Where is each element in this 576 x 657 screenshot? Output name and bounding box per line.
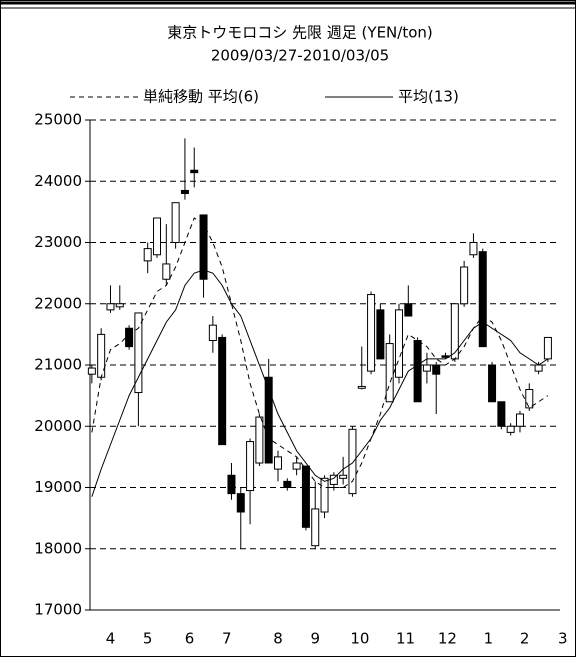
moving-average-line [91,217,549,488]
candle-body [236,493,245,513]
candle-body [376,309,385,360]
candle-body [515,413,524,427]
candle-body [125,327,134,348]
y-tick-label: 21000 [34,356,82,374]
x-tick-label: 2 [520,630,530,648]
candle-body [478,251,487,348]
y-tick-label: 22000 [34,294,82,312]
candle-body [432,364,441,375]
y-tick-label: 24000 [34,172,82,190]
candle-body [525,389,534,409]
legend-label: 平均(13) [398,88,459,106]
y-tick-label: 20000 [34,417,82,435]
candle-body [329,474,338,485]
x-tick-label: 8 [273,630,283,648]
candle-body [190,169,199,174]
candle-body [543,336,552,360]
candle-body [450,303,459,360]
candle-body [97,333,106,378]
candle-body [134,312,143,394]
x-tick-label: 11 [396,630,415,648]
candle-body [422,364,431,372]
candle-body [339,474,348,479]
candle-body [311,508,320,547]
candle-body [208,324,217,341]
chart-subtitle: 2009/03/27-2010/03/05 [211,47,389,65]
moving-average-line [91,269,549,497]
candle-body [171,202,180,243]
candle-body [534,364,543,372]
y-tick-label: 17000 [34,601,82,619]
candle-body [497,401,506,427]
chart-title: 東京トウモロコシ 先限 週足 (YEN/ton) [167,24,433,42]
candle-body [115,303,124,308]
x-tick-label: 7 [222,630,232,648]
candle-body [153,217,162,256]
candle-body [274,456,282,470]
x-tick-label: 9 [310,630,320,648]
candle-body [413,340,422,403]
x-tick-label: 10 [350,630,369,648]
legend-label: 単純移動 平均(6) [143,88,259,106]
candle-body [301,465,310,528]
candle-body [367,294,376,372]
candle-body [283,480,292,488]
candle-body [180,189,189,194]
candle-body [460,266,469,305]
candle-body [506,425,515,433]
y-tick-label: 23000 [34,233,82,251]
y-tick-label: 25000 [34,111,82,129]
candle-body [394,309,403,378]
candle-body [348,428,357,495]
x-tick-label: 3 [558,630,568,648]
candle-body [357,385,366,389]
candle-body [199,214,208,280]
candle-body [218,336,227,446]
candle-body [246,441,255,492]
x-tick-label: 12 [438,630,457,648]
candle-body [264,376,273,464]
candle-body [320,477,329,513]
y-tick-label: 18000 [34,539,82,557]
candle-body [292,462,301,470]
x-tick-label: 4 [106,630,116,648]
candle-body [488,364,497,403]
candle-body [404,303,413,317]
candle-body [227,474,236,495]
candle-body [143,248,152,262]
candle-body [162,263,171,280]
candle-body [87,367,96,375]
candle-body [255,416,264,464]
candle-body [385,343,394,403]
x-tick-label: 5 [143,630,153,648]
x-tick-label: 6 [185,630,195,648]
candle-body [469,242,478,256]
y-tick-label: 19000 [34,478,82,496]
candle-body [106,303,115,311]
x-tick-label: 1 [484,630,494,648]
